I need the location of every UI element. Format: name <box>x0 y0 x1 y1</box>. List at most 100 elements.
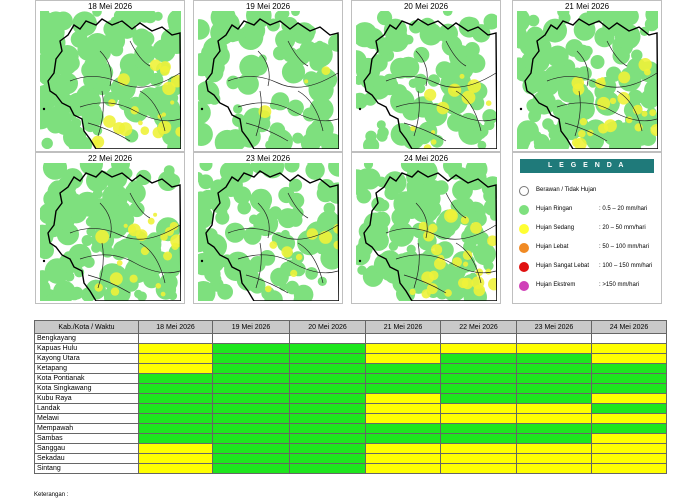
district-name: Landak <box>34 403 139 414</box>
rain-sedang-area <box>485 268 492 275</box>
rain-sedang-area <box>650 124 658 136</box>
rain-ringan-area <box>614 23 641 50</box>
rain-ringan-area <box>328 33 339 52</box>
rain-ringan-area <box>558 11 571 24</box>
rainfall-map <box>40 11 181 149</box>
rain-ringan-area <box>127 180 143 196</box>
district-name: Kota Singkawang <box>34 383 139 394</box>
cell-hujan-ringan <box>289 413 366 424</box>
cell-hujan-ringan <box>365 373 441 384</box>
rain-ringan-area <box>378 250 402 274</box>
district-boundary <box>455 90 482 132</box>
cell-hujan-sedang <box>365 343 441 354</box>
cell-hujan-ringan <box>440 383 517 394</box>
rain-ringan-area <box>233 186 252 205</box>
table-header: Kab./Kota / Waktu 18 Mei 2026 19 Mei 202… <box>34 320 667 334</box>
map-panel-3: 20 Mei 2026 <box>351 0 501 152</box>
rain-ringan-area <box>631 49 643 61</box>
district-boundary <box>129 40 151 67</box>
rain-sedang-area <box>155 283 162 289</box>
rain-ringan-area <box>459 112 479 133</box>
rain-ringan-area <box>645 11 658 26</box>
rain-sedang-area <box>149 59 162 71</box>
rain-ringan-area <box>202 163 211 172</box>
cell-hujan-ringan <box>289 433 366 444</box>
district-boundary <box>403 274 447 294</box>
rain-sedang-area <box>452 257 462 267</box>
cell-hujan-ringan <box>591 383 667 394</box>
district-boundary <box>87 274 131 294</box>
rain-ringan-area <box>527 14 540 27</box>
rain-ringan-area <box>91 243 101 253</box>
rain-ringan-area <box>117 20 137 39</box>
district-boundary <box>97 242 104 289</box>
cell-hujan-ringan <box>138 403 213 414</box>
cell-hujan-sedang <box>516 443 592 454</box>
district-boundary <box>255 242 262 289</box>
district-boundary <box>395 102 497 122</box>
cell-hujan-sedang <box>440 343 517 354</box>
cell-hujan-ringan <box>365 383 441 394</box>
cell-hujan-ringan <box>365 433 441 444</box>
cell-hujan-sedang <box>516 343 592 354</box>
rain-ringan-area <box>46 115 65 134</box>
legend-swatch <box>519 205 529 215</box>
district-name: Kubu Raya <box>34 393 139 404</box>
rain-ringan-area <box>168 291 178 301</box>
map-date: 21 Mei 2026 <box>564 2 610 11</box>
rain-sedang-area <box>110 287 120 296</box>
rain-ringan-area <box>546 45 569 68</box>
legend-item-ekstrem: Hujan Ekstrem : >150 mm/hari <box>519 280 659 292</box>
cell-hujan-sedang <box>138 453 213 464</box>
rain-ringan-area <box>365 218 389 242</box>
rain-ringan-area <box>553 99 564 110</box>
cell-hujan-sedang <box>591 443 667 454</box>
rain-sedang-area <box>617 92 630 105</box>
district-boundary <box>395 254 497 274</box>
cell-hujan-ringan <box>516 383 592 394</box>
rain-ringan-area <box>377 126 389 139</box>
island-marker <box>42 107 46 111</box>
rain-ringan-area <box>79 163 104 176</box>
legend-range: : >150 mm/hari <box>599 282 640 288</box>
rain-sedang-area <box>641 110 648 117</box>
table-row: Melawi <box>34 413 667 424</box>
rain-sedang-area <box>421 289 431 299</box>
legend-item-sedang: Hujan Sedang : 20 – 50 mm/hari <box>519 223 659 235</box>
rain-ringan-area <box>307 163 317 168</box>
cell-hujan-ringan <box>212 403 290 414</box>
rain-sedang-area <box>448 83 462 97</box>
rain-sedang-area <box>170 100 175 105</box>
district-boundary <box>245 274 289 294</box>
cell-hujan-sedang <box>440 403 517 414</box>
rain-sedang-area <box>140 126 150 135</box>
cell-hujan-ringan <box>138 413 213 424</box>
legend-swatch <box>519 224 529 234</box>
cell-hujan-sedang <box>365 453 441 464</box>
cell-hujan-sedang <box>591 433 667 444</box>
legend-range: : 100 – 150 mm/hari <box>599 263 653 269</box>
legend: L E G E N D A Berawan / Tidak Hujan Huja… <box>512 152 662 304</box>
rain-ringan-area <box>436 241 454 259</box>
rain-sedang-area <box>160 233 168 241</box>
table-row: Kapuas Hulu <box>34 343 667 354</box>
district-boundary <box>445 40 467 67</box>
district-name: Sanggau <box>34 443 139 454</box>
rain-ringan-area <box>316 184 335 203</box>
rain-ringan-area <box>41 137 53 149</box>
rain-ringan-area <box>45 205 68 228</box>
rain-ringan-area <box>198 207 206 218</box>
district-boundary <box>287 192 309 219</box>
rain-ringan-area <box>532 36 546 50</box>
rain-ringan-area <box>159 273 178 292</box>
rain-ringan-area <box>377 11 393 26</box>
province-boundary <box>363 18 497 149</box>
rain-sedang-area <box>306 228 318 240</box>
rain-ringan-area <box>198 174 214 190</box>
rain-ringan-area <box>360 73 376 89</box>
table-row: Kota Pontianak <box>34 373 667 384</box>
cell-hujan-ringan <box>212 373 290 384</box>
rain-ringan-area <box>473 243 496 266</box>
rain-ringan-area <box>208 93 221 105</box>
legend-label: Hujan Ringan <box>536 206 573 212</box>
